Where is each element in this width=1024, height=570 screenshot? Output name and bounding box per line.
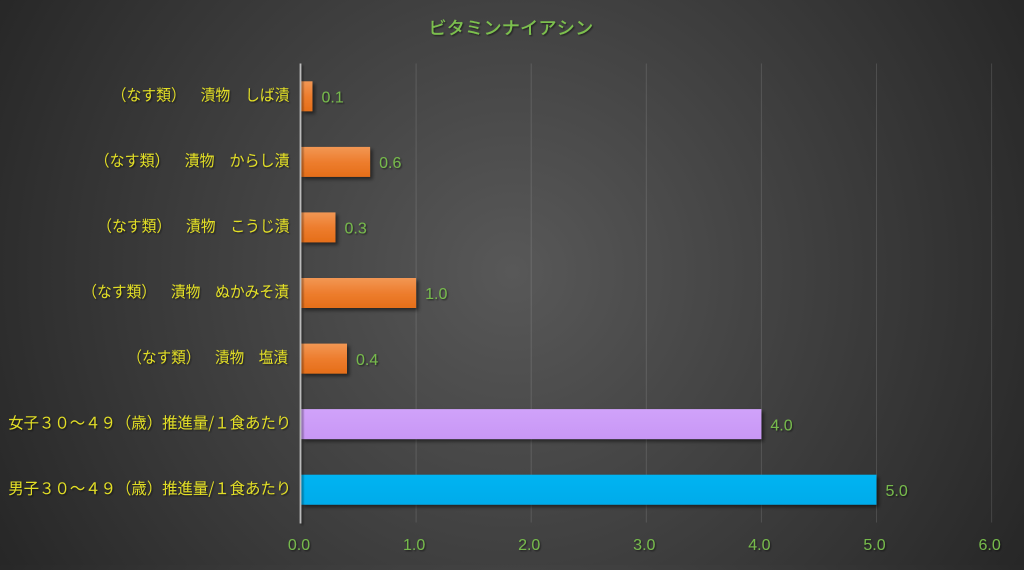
svg-text:0.6: 0.6	[379, 155, 401, 172]
svg-text:3.0: 3.0	[633, 537, 655, 554]
svg-text:0.4: 0.4	[356, 352, 378, 369]
svg-text:4.0: 4.0	[770, 417, 792, 434]
svg-text:1.0: 1.0	[425, 286, 447, 303]
svg-text:5.0: 5.0	[863, 537, 885, 554]
svg-text:0.0: 0.0	[288, 537, 310, 554]
svg-text:0.3: 0.3	[345, 221, 367, 238]
svg-text:2.0: 2.0	[518, 537, 540, 554]
svg-text:5.0: 5.0	[886, 483, 908, 500]
svg-text:0.1: 0.1	[322, 90, 344, 107]
svg-text:6.0: 6.0	[978, 537, 1000, 554]
svg-text:1.0: 1.0	[403, 537, 425, 554]
svg-text:4.0: 4.0	[748, 537, 770, 554]
